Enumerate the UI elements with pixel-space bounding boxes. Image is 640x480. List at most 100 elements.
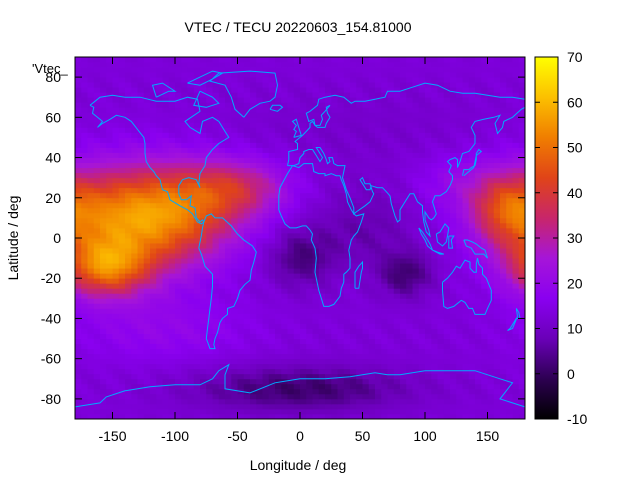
heatmap-cell [181, 127, 188, 133]
heatmap-cell [425, 373, 432, 380]
heatmap-cell [162, 348, 170, 355]
heatmap-cell [506, 207, 513, 214]
heatmap-cell [450, 343, 457, 350]
heatmap-cell [462, 328, 470, 334]
heatmap-cell [306, 137, 313, 143]
heatmap-cell [100, 273, 107, 279]
heatmap-cell [437, 102, 445, 108]
heatmap-cell [206, 217, 213, 224]
heatmap-cell [275, 222, 282, 229]
heatmap-cell [425, 318, 432, 324]
heatmap-cell [375, 343, 382, 350]
heatmap-cell [237, 273, 245, 279]
heatmap-cell [418, 348, 426, 355]
heatmap-cell [312, 232, 320, 239]
heatmap-cell [306, 132, 313, 138]
heatmap-cell [493, 177, 501, 184]
heatmap-cell [206, 172, 213, 179]
heatmap-cell [306, 248, 313, 254]
heatmap-cell [518, 157, 525, 163]
heatmap-cell [512, 107, 520, 113]
heatmap-cell [156, 303, 163, 309]
heatmap-cell [87, 232, 95, 239]
heatmap-cell [431, 328, 438, 334]
heatmap-cell [337, 278, 345, 284]
heatmap-cell [381, 147, 388, 153]
heatmap-cell [368, 162, 376, 169]
heatmap-cell [87, 338, 95, 344]
heatmap-cell [181, 368, 188, 375]
heatmap-cell [225, 238, 232, 244]
heatmap-cell [112, 102, 120, 108]
heatmap-cell [331, 117, 338, 123]
heatmap-cell [256, 192, 263, 199]
heatmap-cell [81, 97, 88, 103]
heatmap-cell [112, 288, 120, 294]
heatmap-cell [343, 212, 351, 219]
heatmap-cell [431, 338, 438, 344]
heatmap-cell [131, 127, 138, 133]
heatmap-cell [356, 253, 363, 259]
heatmap-cell [375, 353, 382, 360]
heatmap-cell [387, 343, 395, 350]
heatmap-cell [87, 117, 95, 123]
heatmap-cell [518, 268, 525, 274]
heatmap-cell [475, 142, 482, 148]
heatmap-cell [287, 197, 295, 204]
heatmap-cell [425, 77, 432, 83]
heatmap-cell [343, 202, 351, 209]
heatmap-cell [137, 77, 145, 83]
heatmap-cell [412, 177, 420, 184]
heatmap-cell [456, 117, 463, 123]
heatmap-cell [200, 142, 207, 148]
heatmap-cell [131, 222, 138, 229]
heatmap-cell [131, 368, 138, 375]
heatmap-cell [362, 288, 370, 294]
heatmap-cell [137, 187, 145, 194]
heatmap-cell [243, 328, 251, 334]
heatmap-cell [387, 127, 395, 133]
heatmap-cell [456, 318, 463, 324]
heatmap-cell [100, 67, 107, 73]
heatmap-cell [493, 388, 501, 395]
heatmap-cell [406, 187, 413, 194]
heatmap-cell [275, 112, 282, 118]
heatmap-cell [375, 258, 382, 264]
heatmap-cell [287, 338, 295, 344]
heatmap-cell [131, 263, 138, 269]
heatmap-cell [393, 253, 401, 259]
heatmap-cell [268, 388, 276, 395]
heatmap-cell [337, 217, 345, 224]
heatmap-cell [181, 393, 188, 400]
heatmap-cell [456, 82, 463, 88]
heatmap-cell [75, 192, 82, 199]
heatmap-cell [118, 182, 126, 189]
heatmap-cell [512, 283, 520, 289]
heatmap-cell [325, 358, 332, 365]
heatmap-cell [475, 278, 482, 284]
heatmap-cell [237, 363, 245, 370]
heatmap-cell [406, 177, 413, 184]
heatmap-cell [387, 207, 395, 214]
heatmap-cell [312, 328, 320, 334]
heatmap-cell [443, 248, 451, 254]
heatmap-cell [125, 368, 132, 375]
heatmap-cell [256, 293, 263, 299]
heatmap-cell [418, 217, 426, 224]
heatmap-cell [456, 202, 463, 209]
heatmap-cell [181, 263, 188, 269]
heatmap-cell [81, 258, 88, 264]
heatmap-cell [181, 197, 188, 204]
heatmap-cell [256, 378, 263, 385]
heatmap-cell [362, 283, 370, 289]
heatmap-cell [87, 358, 95, 365]
heatmap-cell [281, 288, 288, 294]
heatmap-cell [312, 167, 320, 174]
heatmap-cell [475, 298, 482, 304]
heatmap-cell [118, 222, 126, 229]
heatmap-cell [193, 253, 201, 259]
heatmap-cell [218, 373, 226, 380]
heatmap-cell [218, 167, 226, 174]
heatmap-cell [462, 343, 470, 350]
heatmap-cell [268, 152, 276, 158]
